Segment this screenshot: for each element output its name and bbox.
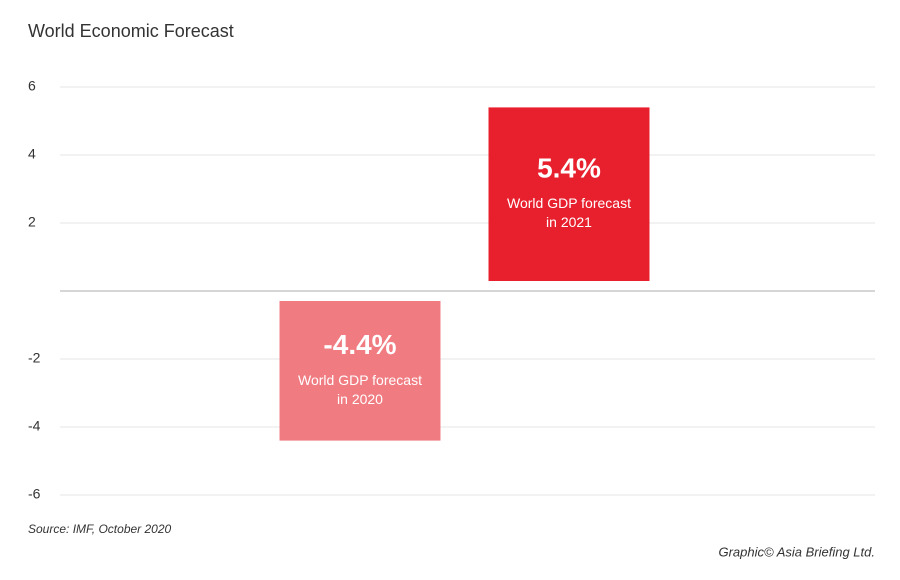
category-label: World GDP forecast in 2021: [507, 195, 631, 231]
bar: [488, 107, 650, 282]
y-tick-label: 2: [28, 214, 36, 230]
y-tick-label: -2: [28, 350, 41, 366]
value-label: -4.4%: [323, 329, 396, 360]
value-label: 5.4%: [537, 153, 601, 184]
bar: [279, 301, 441, 441]
chart-title: World Economic Forecast: [28, 21, 234, 41]
y-tick-label: -4: [28, 418, 41, 434]
y-tick-label: 4: [28, 146, 36, 162]
source-note: Source: IMF, October 2020: [28, 522, 172, 536]
credit: Graphic© Asia Briefing Ltd.: [718, 544, 875, 559]
category-label: World GDP forecast in 2020: [298, 371, 422, 407]
y-tick-label: 6: [28, 78, 36, 94]
y-tick-label: -6: [28, 486, 41, 502]
